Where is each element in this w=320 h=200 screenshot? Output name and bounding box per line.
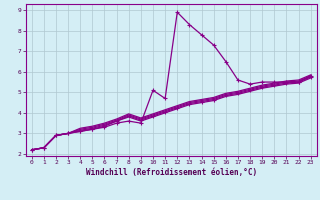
- X-axis label: Windchill (Refroidissement éolien,°C): Windchill (Refroidissement éolien,°C): [86, 168, 257, 177]
